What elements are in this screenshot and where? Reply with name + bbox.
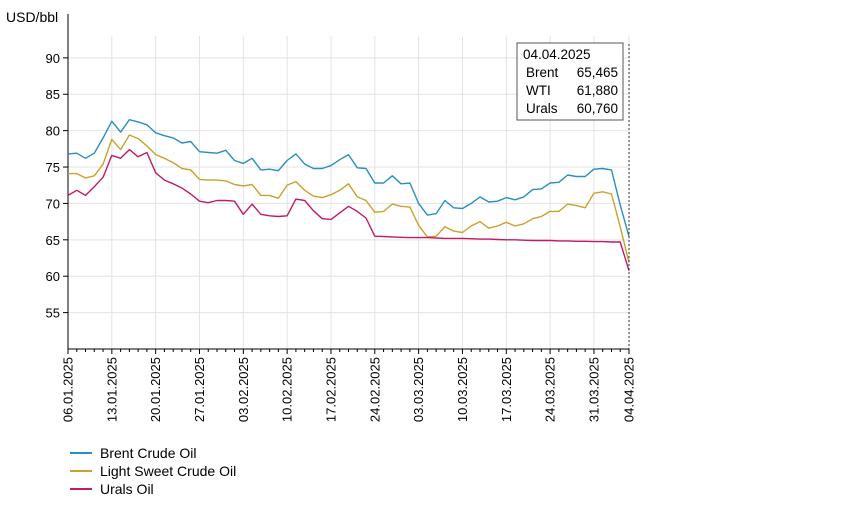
x-tick-labels: 06.01.2025 13.01.2025 20.01.2025 27.01.2025… — [61, 357, 637, 422]
tooltip-box — [516, 42, 624, 121]
x-tick-label: 06.01.2025 — [61, 357, 76, 422]
x-tick-label: 13.01.2025 — [104, 357, 119, 422]
legend-item-urals[interactable]: Urals Oil — [70, 480, 236, 498]
y-tick-label: 55 — [46, 306, 60, 321]
y-tick-label: 90 — [46, 51, 60, 66]
y-tick-label: 70 — [46, 196, 60, 211]
tooltip-date: 04.04.2025 — [523, 47, 591, 62]
x-tick-label: 31.03.2025 — [586, 357, 601, 422]
tooltip-brent-name: Brent — [526, 65, 559, 80]
series-lines — [67, 118, 630, 271]
legend-label-brent: Brent Crude Oil — [100, 445, 197, 461]
x-tick-label: 24.02.2025 — [367, 357, 382, 422]
legend-label-urals: Urals Oil — [100, 481, 154, 497]
legend-swatch-urals — [70, 488, 92, 490]
x-tick-label: 10.03.2025 — [455, 357, 470, 422]
y-tick-label: 65 — [46, 233, 60, 248]
x-tick-label: 10.02.2025 — [280, 357, 295, 422]
legend: Brent Crude Oil Light Sweet Crude Oil Ur… — [70, 444, 236, 498]
x-tick-label: 17.02.2025 — [323, 357, 338, 422]
y-tick-label: 60 — [46, 269, 60, 284]
y-tick-label: 85 — [46, 87, 60, 102]
legend-label-wti: Light Sweet Crude Oil — [100, 463, 237, 479]
tooltip-urals-name: Urals — [526, 101, 558, 116]
legend-item-wti[interactable]: Light Sweet Crude Oil — [70, 462, 236, 480]
tooltip-urals-value: 60,760 — [577, 101, 618, 116]
legend-item-brent[interactable]: Brent Crude Oil — [70, 444, 236, 462]
tooltip-brent-value: 65,465 — [577, 65, 618, 80]
legend-swatch-wti — [70, 470, 92, 472]
tooltip-wti-name: WTI — [526, 83, 551, 98]
x-tick-label: 24.03.2025 — [543, 357, 558, 422]
tooltip-wti-value: 61,880 — [577, 83, 618, 98]
y-tick-label: 75 — [46, 160, 60, 175]
y-axis-unit-label: USD/bbl — [6, 9, 58, 25]
series-line-0 — [67, 118, 630, 237]
series-line-2 — [67, 148, 630, 271]
y-tick-labels: 55 60 65 70 75 80 85 90 — [46, 51, 60, 321]
series-line-1 — [68, 134, 630, 263]
x-tick-label: 27.01.2025 — [192, 357, 207, 422]
axes — [63, 14, 630, 354]
tooltip: 04.04.2025 Brent 65,465 WTI 61,880 Urals… — [516, 42, 624, 121]
x-tick-label: 03.02.2025 — [236, 357, 251, 422]
x-tick-label: 03.03.2025 — [411, 357, 426, 422]
x-tick-label: 17.03.2025 — [499, 357, 514, 422]
legend-swatch-brent — [70, 452, 92, 454]
x-tick-label: 20.01.2025 — [148, 357, 163, 422]
x-tick-label: 04.04.2025 — [622, 357, 637, 422]
y-tick-label: 80 — [46, 124, 60, 139]
